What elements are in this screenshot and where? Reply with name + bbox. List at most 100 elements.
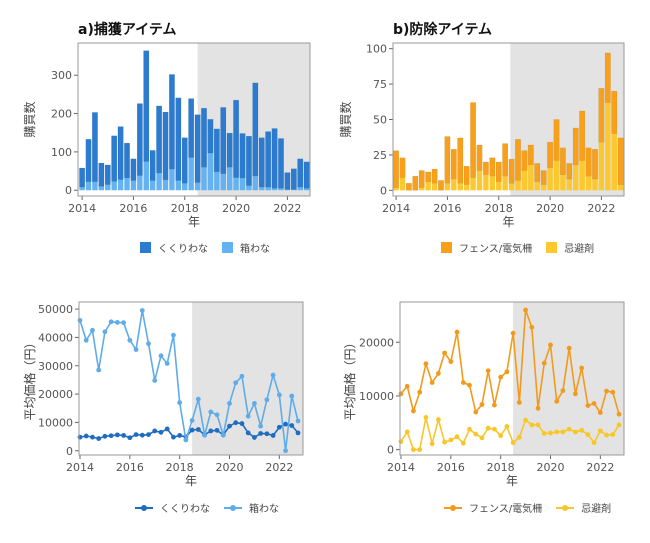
x-axis-label: 年	[185, 474, 197, 488]
bar-upper	[598, 88, 605, 143]
data-point	[467, 382, 472, 388]
legend-label-hako: 箱わな	[249, 504, 279, 515]
data-point	[227, 423, 232, 429]
data-point	[152, 378, 158, 383]
x-tick-label: 2022	[586, 461, 614, 474]
bar-upper	[162, 111, 169, 181]
data-point	[579, 427, 585, 433]
bar-lower	[431, 183, 438, 191]
bar-lower	[79, 187, 85, 191]
data-point	[208, 409, 214, 415]
data-point	[171, 332, 176, 338]
data-point	[591, 401, 597, 406]
data-point	[429, 380, 435, 385]
data-point	[535, 422, 541, 428]
bar-lower	[496, 181, 502, 191]
bar-upper	[79, 167, 86, 188]
bar-lower	[92, 181, 98, 191]
data-point	[152, 428, 158, 434]
bar-upper	[393, 150, 400, 188]
y-tick-label: 0	[65, 184, 72, 197]
legend-label-hako: 箱わな	[240, 244, 270, 255]
bar-lower	[553, 160, 560, 191]
bar-lower	[98, 186, 105, 191]
data-point	[252, 435, 257, 440]
y-tick-label: 50	[373, 114, 387, 127]
data-point	[146, 341, 151, 347]
data-point	[404, 429, 410, 435]
data-point	[504, 369, 510, 375]
bar-upper	[213, 128, 220, 173]
data-point	[566, 426, 572, 432]
bar-lower	[508, 183, 515, 191]
x-axis-label: 年	[502, 215, 514, 229]
data-point	[239, 421, 245, 426]
data-point	[289, 393, 295, 399]
data-point	[158, 429, 164, 435]
bar-lower	[239, 177, 246, 191]
data-point	[90, 327, 95, 333]
bar-lower	[117, 179, 124, 191]
bar-lower	[149, 180, 156, 191]
bar-lower	[175, 180, 182, 191]
bar-upper	[521, 150, 528, 171]
bar-lower	[111, 181, 117, 191]
x-tick-label: 2018	[166, 461, 194, 474]
data-point	[96, 367, 102, 373]
bar-upper	[271, 128, 278, 189]
data-point	[295, 430, 301, 436]
bar-upper	[290, 168, 297, 190]
bar-upper	[585, 147, 592, 177]
bar-upper	[534, 163, 541, 183]
data-point	[220, 432, 226, 438]
x-tick-label: 2020	[222, 202, 250, 215]
bar-upper	[495, 161, 502, 183]
data-point	[585, 432, 591, 437]
bar-lower	[419, 187, 425, 191]
bar-upper	[245, 135, 252, 186]
data-point	[435, 417, 441, 422]
bar-lower	[303, 188, 310, 191]
data-point	[183, 437, 189, 443]
bar-lower	[573, 164, 579, 191]
y-tick-label: 100	[51, 146, 72, 159]
bar-lower	[528, 164, 534, 191]
data-point	[208, 428, 214, 434]
data-point	[448, 359, 454, 364]
data-point	[429, 441, 435, 447]
x-tick-label: 2018	[485, 202, 513, 215]
y-axis-label: 平均価格（円）	[342, 336, 357, 420]
data-point	[417, 447, 423, 453]
panel-c: 0 10000 20000 30000 40000 50000 2014 2016 2018 20…	[22, 301, 304, 488]
bar-lower	[457, 183, 463, 191]
bar-lower	[130, 180, 137, 191]
data-point	[442, 350, 448, 356]
bar-upper	[617, 137, 624, 185]
x-tick-label: 2014	[68, 202, 96, 215]
data-point	[102, 329, 108, 335]
bar-lower	[579, 160, 585, 191]
data-point	[498, 374, 504, 380]
bar-upper	[508, 158, 515, 184]
data-point	[133, 347, 139, 352]
data-point	[146, 432, 151, 437]
bar-lower	[399, 177, 406, 191]
bar-upper	[136, 103, 143, 176]
y-axis-label: 平均価格（円）	[22, 336, 37, 420]
bar-lower	[207, 153, 214, 191]
x-tick-label: 2016	[119, 202, 147, 215]
data-point	[214, 412, 220, 418]
panel-d: 0 10000 20000 2014 2016 2018 2020 2022 年 平均価格（円）	[342, 301, 625, 488]
data-point	[541, 431, 547, 436]
bar-upper	[418, 170, 425, 188]
x-tick-label: 2018	[171, 202, 199, 215]
legend-marker-fence	[444, 503, 462, 513]
bar-upper	[566, 163, 573, 180]
data-point	[127, 435, 133, 441]
data-point	[454, 329, 460, 335]
bar-upper	[149, 150, 156, 181]
